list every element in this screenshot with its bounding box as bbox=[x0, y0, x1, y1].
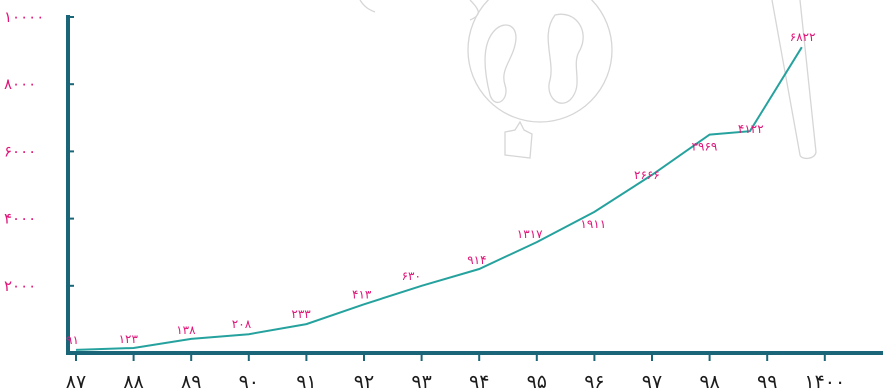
data-label: ۶۳۰ bbox=[402, 269, 421, 283]
data-label: ۱۹۱۱ bbox=[580, 217, 606, 231]
x-tick-label: ۹۵ bbox=[527, 371, 547, 391]
x-tick-label: ۹۹ bbox=[757, 371, 777, 391]
y-tick-label: ۸۰۰۰ bbox=[4, 75, 36, 93]
series-line bbox=[75, 46, 803, 351]
x-tick-label: ۱۴۰۰ bbox=[804, 371, 845, 391]
data-label: ۴۱۲۲ bbox=[738, 122, 764, 136]
x-tick-label: ۹۷ bbox=[642, 371, 662, 391]
x-tick-label: ۹۱ bbox=[296, 371, 316, 391]
data-label: ۹۱۴ bbox=[467, 253, 486, 267]
data-label: ۴۱۳ bbox=[352, 287, 372, 301]
data-label: ۱۳۱۷ bbox=[517, 227, 543, 241]
data-label: ۶۸۲۲ bbox=[790, 30, 816, 44]
data-label: ۱۳۸ bbox=[176, 323, 196, 337]
x-tick-label: ۹۰ bbox=[239, 371, 259, 391]
ruler-sketch-icon bbox=[771, 0, 817, 160]
y-tick-label: ۱۰۰۰۰ bbox=[4, 8, 44, 26]
x-tick-label: ۹۳ bbox=[411, 371, 431, 391]
y-tick-label: ۲۰۰۰ bbox=[4, 277, 36, 295]
x-tick-label: ۹۶ bbox=[584, 371, 604, 391]
data-label: ۲۶۶۶ bbox=[634, 168, 660, 182]
x-tick-label: ۹۸ bbox=[699, 371, 719, 391]
x-tick-label: ۸۸ bbox=[123, 371, 143, 391]
y-tick-label: ۶۰۰۰ bbox=[4, 142, 36, 160]
data-label: ۲۰۸ bbox=[232, 317, 252, 331]
x-tick-label: ۸۹ bbox=[181, 371, 201, 391]
x-tick-label: ۹۲ bbox=[354, 371, 374, 391]
data-label: ۱۲۳ bbox=[119, 332, 139, 346]
data-label: ۳۹۶۹ bbox=[692, 140, 718, 154]
y-tick-label: ۴۰۰۰ bbox=[4, 210, 36, 228]
x-tick-label: ۸۷ bbox=[66, 371, 86, 391]
data-label: ۹۱ bbox=[66, 333, 79, 347]
x-tick-label: ۹۴ bbox=[469, 371, 489, 391]
globe-sketch-icon bbox=[359, 0, 613, 159]
data-label: ۲۳۳ bbox=[291, 307, 311, 321]
